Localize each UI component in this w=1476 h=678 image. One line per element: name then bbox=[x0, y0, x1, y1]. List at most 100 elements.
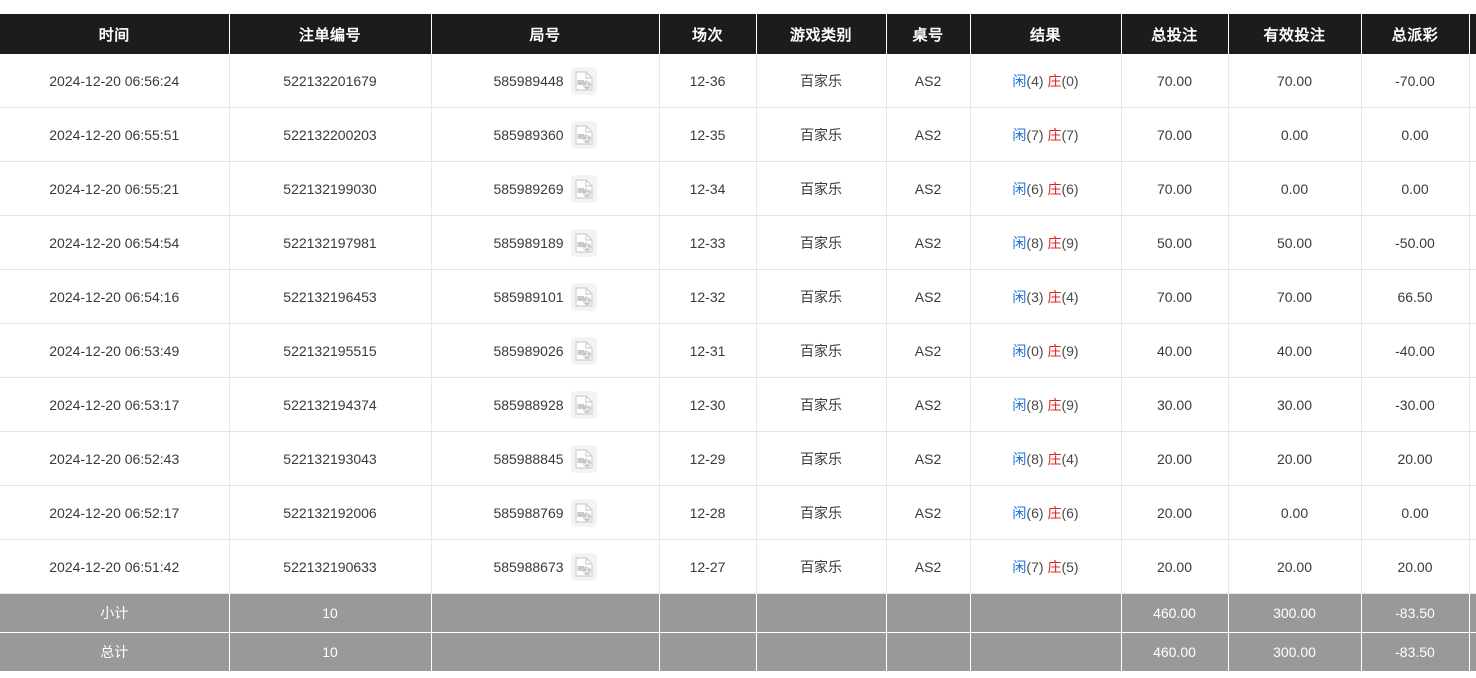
cell-game-type: 百家乐 bbox=[756, 161, 887, 216]
cell-game-type: 百家乐 bbox=[756, 485, 887, 540]
result-player-value: (7) bbox=[1026, 126, 1044, 143]
table-row[interactable]: 2024-12-20 06:53:17 522132194374 585988928… bbox=[0, 377, 1476, 432]
cell-bet-no: 522132190633 bbox=[229, 539, 432, 594]
result-banker-value: (0) bbox=[1061, 72, 1079, 89]
cell-time: 2024-12-20 06:53:17 bbox=[0, 377, 230, 432]
cell-result: 闲(8) 庄(4) bbox=[970, 431, 1122, 486]
cell-game-type: 百家乐 bbox=[756, 377, 887, 432]
cell-time: 2024-12-20 06:52:17 bbox=[0, 485, 230, 540]
video-file-icon[interactable] bbox=[570, 498, 597, 527]
column-header-table-no[interactable]: 桌号 bbox=[886, 14, 971, 54]
cell-overflow bbox=[1469, 107, 1476, 162]
summary-result bbox=[970, 593, 1122, 633]
cell-bet-no: 522132200203 bbox=[229, 107, 432, 162]
cell-overflow bbox=[1469, 431, 1476, 486]
result-player-value: (0) bbox=[1026, 342, 1044, 359]
result-player-label: 闲 bbox=[1012, 180, 1027, 197]
cell-valid-bet: 20.00 bbox=[1228, 431, 1362, 486]
result-banker-value: (5) bbox=[1061, 558, 1079, 575]
table-row[interactable]: 2024-12-20 06:53:49 522132195515 585989026… bbox=[0, 323, 1476, 378]
cell-payout: 20.00 bbox=[1361, 539, 1470, 594]
cell-payout: -40.00 bbox=[1361, 323, 1470, 378]
video-file-icon[interactable] bbox=[570, 336, 597, 365]
column-header-total-bet[interactable]: 总投注 bbox=[1121, 14, 1229, 54]
cell-payout: 0.00 bbox=[1361, 107, 1470, 162]
table-row[interactable]: 2024-12-20 06:54:54 522132197981 585989189… bbox=[0, 215, 1476, 270]
cell-bet-no: 522132199030 bbox=[229, 161, 432, 216]
summary-payout: -83.50 bbox=[1361, 632, 1470, 671]
video-file-icon[interactable] bbox=[570, 174, 597, 203]
column-header-time[interactable]: 时间 bbox=[0, 14, 230, 54]
video-file-icon[interactable] bbox=[570, 282, 597, 311]
summary-game-type bbox=[756, 632, 887, 671]
cell-round-no: 585989269 bbox=[431, 161, 660, 216]
cell-session: 12-33 bbox=[659, 215, 757, 270]
cell-session: 12-35 bbox=[659, 107, 757, 162]
summary-count: 10 bbox=[229, 632, 432, 671]
cell-round-no: 585988769 bbox=[431, 485, 660, 540]
video-file-icon[interactable] bbox=[570, 444, 597, 473]
table-body: 2024-12-20 06:56:24 522132201679 585989448… bbox=[0, 54, 1476, 671]
table-row[interactable]: 2024-12-20 06:52:17 522132192006 585988769… bbox=[0, 485, 1476, 540]
cell-session: 12-27 bbox=[659, 539, 757, 594]
cell-overflow bbox=[1469, 539, 1476, 594]
result-player-value: (4) bbox=[1026, 72, 1044, 89]
result-banker-label: 庄 bbox=[1047, 558, 1062, 575]
table-row[interactable]: 2024-12-20 06:54:16 522132196453 585989101… bbox=[0, 269, 1476, 324]
cell-session: 12-34 bbox=[659, 161, 757, 216]
result-player-value: (8) bbox=[1026, 450, 1044, 467]
summary-row: 总计 10 460.00 300.00 -83.50 bbox=[0, 632, 1476, 671]
result-banker-value: (4) bbox=[1061, 288, 1079, 305]
summary-label: 总计 bbox=[0, 632, 230, 671]
summary-total-bet: 460.00 bbox=[1121, 632, 1229, 671]
video-file-icon[interactable] bbox=[570, 120, 597, 149]
cell-payout: 20.00 bbox=[1361, 431, 1470, 486]
cell-round-no: 585989189 bbox=[431, 215, 660, 270]
cell-table-no: AS2 bbox=[886, 485, 971, 540]
column-header-overflow bbox=[1469, 14, 1476, 54]
column-header-round-no[interactable]: 局号 bbox=[431, 14, 660, 54]
cell-payout: -30.00 bbox=[1361, 377, 1470, 432]
column-header-result[interactable]: 结果 bbox=[970, 14, 1122, 54]
cell-result: 闲(8) 庄(9) bbox=[970, 377, 1122, 432]
result-player-value: (6) bbox=[1026, 504, 1044, 521]
summary-result bbox=[970, 632, 1122, 671]
result-banker-value: (9) bbox=[1061, 342, 1079, 359]
cell-overflow bbox=[1469, 323, 1476, 378]
column-header-valid-bet[interactable]: 有效投注 bbox=[1228, 14, 1362, 54]
column-header-game-type[interactable]: 游戏类别 bbox=[756, 14, 887, 54]
cell-session: 12-31 bbox=[659, 323, 757, 378]
result-banker-value: (6) bbox=[1061, 504, 1079, 521]
table-row[interactable]: 2024-12-20 06:55:21 522132199030 585989269… bbox=[0, 161, 1476, 216]
cell-result: 闲(6) 庄(6) bbox=[970, 161, 1122, 216]
result-banker-label: 庄 bbox=[1047, 72, 1062, 89]
cell-bet-no: 522132194374 bbox=[229, 377, 432, 432]
table-row[interactable]: 2024-12-20 06:55:51 522132200203 585989360… bbox=[0, 107, 1476, 162]
cell-result: 闲(4) 庄(0) bbox=[970, 54, 1122, 108]
column-header-session[interactable]: 场次 bbox=[659, 14, 757, 54]
cell-result: 闲(6) 庄(6) bbox=[970, 485, 1122, 540]
table-row[interactable]: 2024-12-20 06:56:24 522132201679 585989448… bbox=[0, 54, 1476, 108]
video-file-icon[interactable] bbox=[570, 390, 597, 419]
column-header-payout[interactable]: 总派彩 bbox=[1361, 14, 1470, 54]
summary-session bbox=[659, 632, 757, 671]
cell-table-no: AS2 bbox=[886, 161, 971, 216]
video-file-icon[interactable] bbox=[570, 66, 597, 95]
video-file-icon[interactable] bbox=[570, 552, 597, 581]
video-file-icon[interactable] bbox=[570, 228, 597, 257]
result-player-label: 闲 bbox=[1012, 72, 1027, 89]
cell-total-bet: 50.00 bbox=[1121, 215, 1229, 270]
table-row[interactable]: 2024-12-20 06:52:43 522132193043 585988845… bbox=[0, 431, 1476, 486]
header-row: 时间 注单编号 局号 场次 游戏类别 桌号 结果 总投注 有效投注 总派彩 bbox=[0, 14, 1476, 54]
round-no-text: 585988769 bbox=[493, 504, 564, 521]
table-row[interactable]: 2024-12-20 06:51:42 522132190633 585988673… bbox=[0, 539, 1476, 594]
cell-time: 2024-12-20 06:56:24 bbox=[0, 54, 230, 108]
cell-time: 2024-12-20 06:51:42 bbox=[0, 539, 230, 594]
summary-total-bet: 460.00 bbox=[1121, 593, 1229, 633]
cell-table-no: AS2 bbox=[886, 107, 971, 162]
cell-game-type: 百家乐 bbox=[756, 323, 887, 378]
column-header-bet-no[interactable]: 注单编号 bbox=[229, 14, 432, 54]
cell-overflow bbox=[1469, 377, 1476, 432]
cell-overflow bbox=[1469, 54, 1476, 108]
summary-overflow bbox=[1469, 632, 1476, 671]
